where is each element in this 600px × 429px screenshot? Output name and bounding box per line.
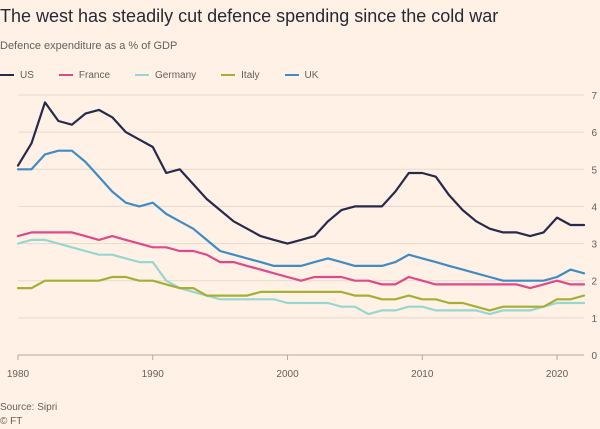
x-tick-label-1990: 1990 (142, 369, 165, 380)
y-tick-label-2: 2 (591, 277, 597, 288)
chart-subtitle: Defence expenditure as a % of GDP (0, 40, 178, 52)
legend-swatch-uk (284, 74, 299, 76)
legend-swatch-italy (221, 74, 236, 76)
y-tick-label-6: 6 (591, 128, 597, 139)
series-line-italy (16, 275, 586, 312)
legend-swatch-us (0, 74, 14, 76)
series-line-us (16, 101, 586, 245)
legend-swatch-france (58, 74, 73, 76)
x-tick-label-2020: 2020 (546, 369, 569, 380)
y-tick-label-7: 7 (591, 91, 597, 102)
legend-label-germany: Germany (155, 69, 197, 81)
series-line-germany (16, 238, 586, 316)
series-line-uk (16, 149, 586, 282)
y-tick-label-1: 1 (591, 314, 597, 325)
legend-item-us: US (0, 70, 34, 81)
legend-item-germany: Germany (135, 70, 196, 81)
chart-title: The west has steadily cut defence spendi… (0, 6, 499, 26)
x-tick-label-2010: 2010 (411, 369, 434, 380)
legend-label-us: US (20, 69, 34, 81)
y-tick-label-4: 4 (591, 202, 597, 213)
x-tick-label-2000: 2000 (276, 369, 299, 380)
ft-credit: © FT (0, 416, 23, 427)
y-tick-label-5: 5 (591, 165, 597, 176)
legend-label-italy: Italy (241, 69, 260, 81)
chart-legend: US France Germany Italy UK (0, 69, 343, 81)
legend-item-uk: UK (284, 69, 319, 81)
y-tick-label-0: 0 (591, 351, 597, 362)
legend-item-italy: Italy (221, 69, 260, 81)
x-tick-label-1980: 1980 (7, 369, 30, 380)
line-chart: 0 1 2 3 4 5 6 7 1980 1990 2000 2010 2020 (7, 91, 598, 380)
source-note: Source: Sipri (0, 402, 58, 413)
legend-label-uk: UK (304, 69, 319, 81)
legend-item-france: France (58, 69, 111, 81)
legend-swatch-germany (135, 74, 150, 76)
legend-label-france: France (78, 69, 111, 81)
y-tick-label-3: 3 (591, 240, 597, 251)
series-line-france (16, 231, 586, 290)
